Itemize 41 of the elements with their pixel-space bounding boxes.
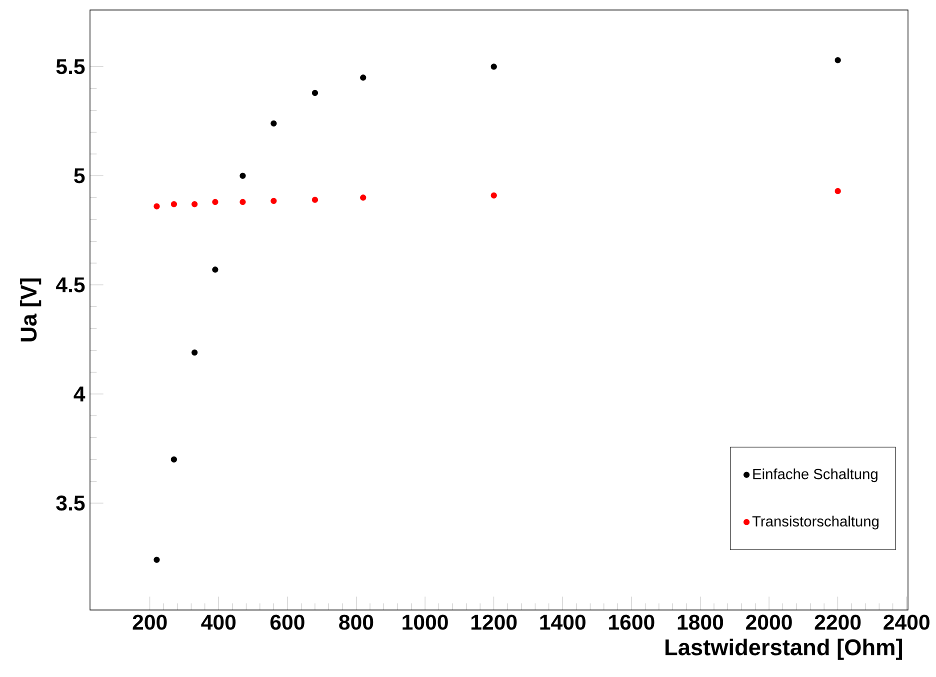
point xyxy=(834,188,841,194)
x-axis-title: Lastwiderstand [Ohm] xyxy=(666,638,902,660)
y-tick-label: 5 xyxy=(74,168,85,184)
x-tick-label: 1600 xyxy=(609,614,654,630)
point xyxy=(192,349,198,356)
point xyxy=(490,64,497,70)
point xyxy=(240,198,246,206)
x-tick-label: 200 xyxy=(132,614,167,630)
point xyxy=(154,203,160,210)
x-tick-label: 1800 xyxy=(678,614,724,630)
x-tick-label: 800 xyxy=(339,614,374,630)
y-tick-label: 4 xyxy=(74,386,86,402)
y-tick-label: 3.5 xyxy=(56,496,85,511)
x-tick-label: 600 xyxy=(270,614,304,630)
point xyxy=(170,456,178,463)
y-axis-title: Ua [V] xyxy=(20,278,42,342)
x-tick-label: 1000 xyxy=(402,614,448,630)
x-tick-label: 1200 xyxy=(471,614,517,630)
x-tick-label: 2400 xyxy=(884,614,930,630)
point xyxy=(240,172,246,179)
x-tick-label: 1400 xyxy=(540,614,586,630)
point xyxy=(360,194,366,201)
x-tick-label: 2000 xyxy=(746,614,792,630)
point xyxy=(312,90,318,96)
point xyxy=(270,120,277,127)
point xyxy=(170,201,178,208)
legend-label: Einfache Schaltung xyxy=(753,468,878,482)
legend-label: Transistorschaltung xyxy=(752,516,879,530)
x-tick-label: 400 xyxy=(201,614,236,630)
point xyxy=(192,201,198,208)
x-tick-label: 2200 xyxy=(814,614,861,630)
point xyxy=(212,266,218,273)
y-tick-label: 4.5 xyxy=(56,277,85,292)
point xyxy=(360,74,366,81)
point xyxy=(270,198,277,204)
point xyxy=(154,556,160,563)
point xyxy=(312,196,318,203)
point xyxy=(212,198,218,206)
y-tick-label: 5.5 xyxy=(56,59,85,74)
point xyxy=(834,57,841,64)
point xyxy=(490,192,497,199)
